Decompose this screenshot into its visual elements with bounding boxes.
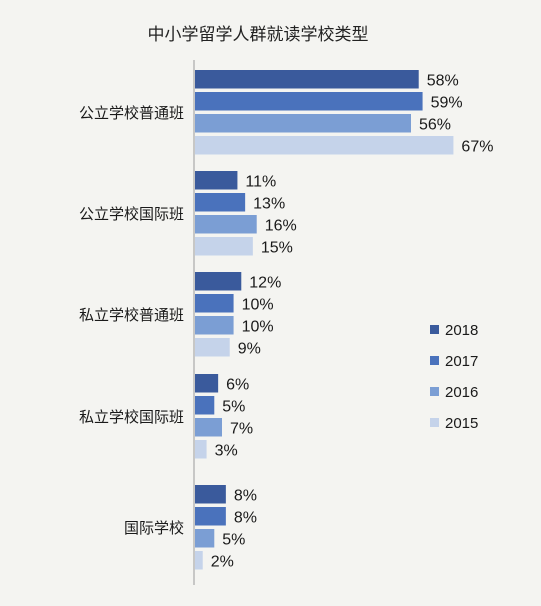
legend: 2018 2017 2016 2015 [430,322,478,432]
bar-2017-3 [195,294,234,313]
bar-2018-3 [195,272,242,291]
data-label-2016-2: 16% [265,218,297,235]
bar-2017-5 [195,507,226,526]
legend-swatch-2015 [430,418,439,427]
bar-2018-5 [195,485,226,504]
category-label-4: 私立学校国际班 [79,408,184,426]
data-label-2018-5: 8% [234,488,257,505]
data-label-2015-3: 9% [238,341,261,358]
legend-swatch-2018 [430,325,439,334]
bar-2016-1 [195,114,411,133]
data-label-2016-4: 7% [230,421,253,438]
bar-2015-4 [195,440,207,459]
data-label-2017-4: 5% [222,399,245,416]
bar-2018-2 [195,171,238,190]
legend-label-2018: 2018 [445,322,478,339]
bar-2016-2 [195,215,257,234]
bar-2017-1 [195,92,423,111]
data-label-2018-2: 11% [245,174,276,191]
legend-swatch-2017 [430,356,439,365]
legend-label-2016: 2016 [445,384,478,401]
category-label-3: 私立学校普通班 [79,306,184,324]
legend-label-2015: 2015 [445,415,478,432]
legend-swatch-2016 [430,387,439,396]
chart-title: 中小学留学人群就读学校类型 [148,25,369,45]
bars [195,70,454,570]
data-label-2018-1: 58% [427,73,459,90]
category-label-5: 国际学校 [124,519,184,537]
bar-2016-4 [195,418,222,437]
data-labels: 58% 59% 56% 67% 11% 13% 16% 15% 12% 10% 10% 9% 6% 5% 7… [211,73,494,571]
data-label-2016-3: 10% [242,319,274,336]
category-label-2: 公立学校国际班 [79,205,184,223]
bar-2016-3 [195,316,234,335]
legend-label-2017: 2017 [445,353,478,370]
data-label-2017-1: 59% [431,95,463,112]
data-label-2017-2: 13% [253,196,285,213]
data-label-2018-3: 12% [249,275,281,292]
data-label-2015-4: 3% [215,443,238,460]
bar-2017-2 [195,193,246,212]
data-label-2015-1: 67% [461,139,493,156]
bar-2017-4 [195,396,215,415]
category-label-1: 公立学校普通班 [79,104,184,122]
data-label-2015-2: 15% [261,240,293,257]
bar-2015-1 [195,136,454,155]
data-label-2015-5: 2% [211,554,234,571]
data-label-2017-3: 10% [242,297,274,314]
bar-2018-1 [195,70,419,89]
bar-2015-3 [195,338,230,357]
data-label-2016-1: 56% [419,117,451,134]
data-label-2018-4: 6% [226,377,249,394]
data-label-2017-5: 8% [234,510,257,527]
data-label-2016-5: 5% [222,532,245,549]
bar-2016-5 [195,529,215,548]
bar-2015-5 [195,551,203,570]
bar-2015-2 [195,237,253,256]
bar-2018-4 [195,374,219,393]
